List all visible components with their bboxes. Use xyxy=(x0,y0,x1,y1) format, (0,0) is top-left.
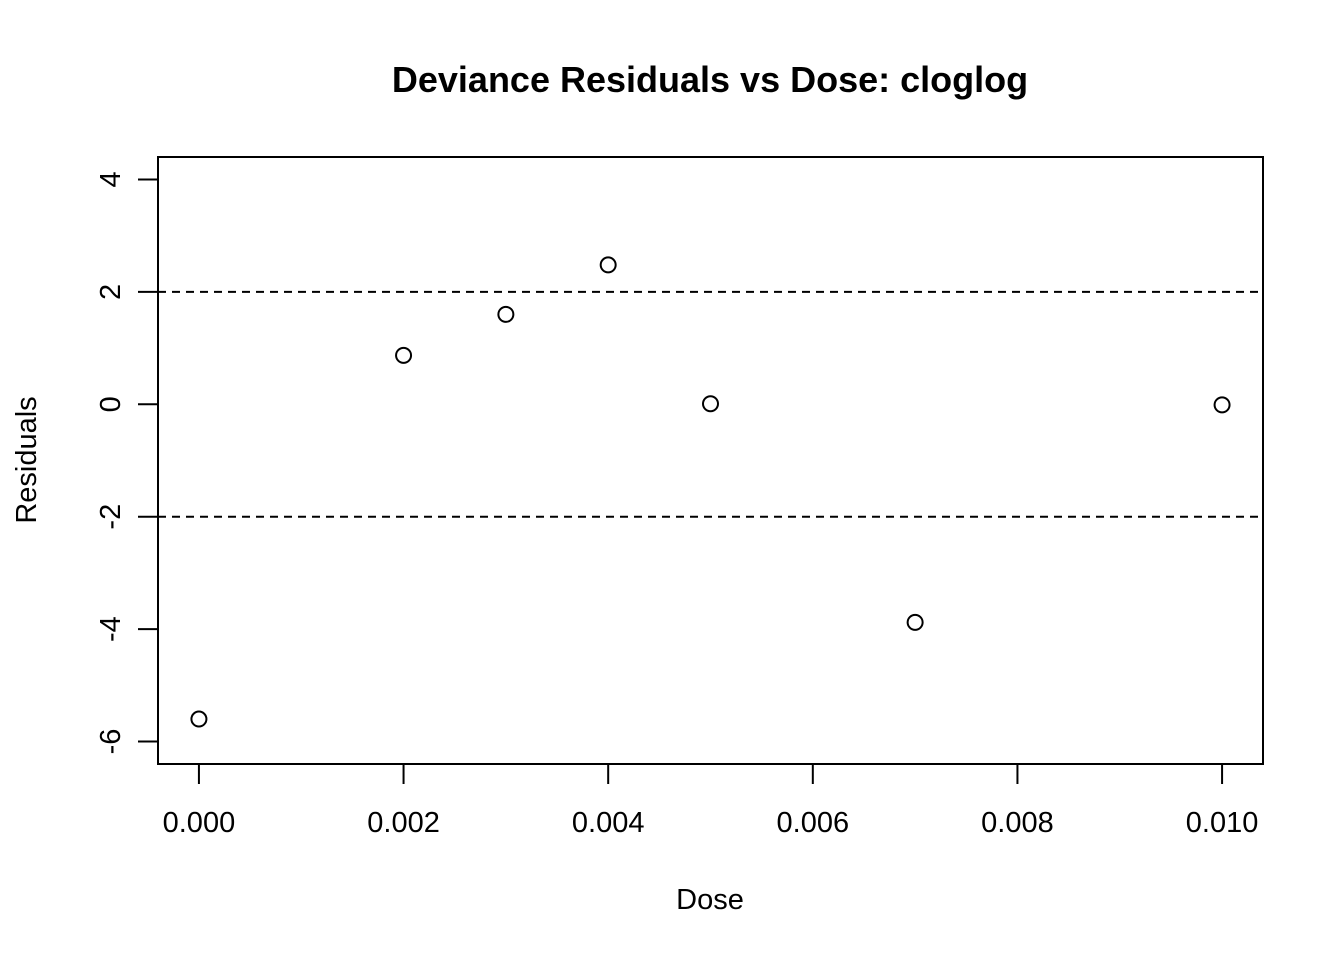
data-point-6 xyxy=(1213,396,1231,414)
x-axis: 0.000 0.002 0.004 0.006 0.008 0.010 xyxy=(163,763,1259,839)
x-tick-label-4: 0.008 xyxy=(981,807,1054,839)
y-tick-label-1: -4 xyxy=(95,616,127,642)
x-axis-label: Dose xyxy=(676,884,744,916)
y-tick-label-2: -2 xyxy=(95,504,127,530)
y-axis-label: Residuals xyxy=(11,396,43,523)
y-tick-label-5: 4 xyxy=(95,171,127,187)
y-tick-label-3: 0 xyxy=(95,396,127,412)
data-point-4 xyxy=(702,395,719,413)
y-axis: -6 -4 -2 0 2 4 xyxy=(95,171,159,755)
x-tick-label-2: 0.004 xyxy=(572,807,645,839)
data-point-5 xyxy=(906,613,924,631)
chart-title: Deviance Residuals vs Dose: cloglog xyxy=(392,59,1028,100)
y-tick-label-0: -6 xyxy=(95,729,127,755)
data-point-3 xyxy=(599,256,617,274)
x-tick-label-1: 0.002 xyxy=(367,807,440,839)
y-tick-label-4: 2 xyxy=(95,284,127,300)
x-tick-label-5: 0.010 xyxy=(1186,807,1259,839)
data-point-1 xyxy=(395,346,413,364)
reference-lines xyxy=(158,290,1263,518)
data-point-2 xyxy=(497,305,515,323)
data-points xyxy=(190,256,1231,728)
x-tick-label-3: 0.006 xyxy=(777,807,850,839)
plot-frame xyxy=(157,156,1264,765)
data-point-0 xyxy=(190,710,208,728)
x-tick-label-0: 0.000 xyxy=(163,807,236,839)
